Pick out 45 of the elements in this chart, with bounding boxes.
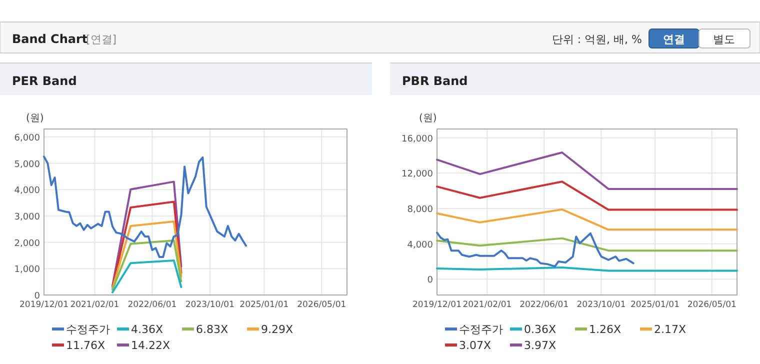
text: Band Chart — [12, 32, 88, 46]
x-tick-label: 2022/06/01 — [520, 300, 569, 310]
y-tick-label: 16,000 — [402, 134, 434, 144]
text: 단위 : 억원, 배, % — [552, 33, 642, 46]
text: 별도 — [713, 33, 735, 46]
legend-label: 9.29X — [261, 323, 294, 336]
y-tick-label: 12,000 — [402, 170, 434, 180]
legend-label: 3.97X — [524, 339, 556, 352]
x-tick-label: 2023/10/01 — [185, 300, 234, 310]
legend-label: 14.22X — [131, 339, 170, 352]
y-tick-label: 1,000 — [14, 265, 40, 276]
x-tick-label: 2025/01/01 — [240, 300, 289, 310]
text: 연결 — [663, 33, 685, 46]
x-tick-label: 2025/01/01 — [630, 300, 680, 310]
y-axis-title: (원) — [26, 113, 44, 124]
x-tick-label: 2021/02/01 — [70, 300, 120, 310]
legend-label: 2.17X — [654, 323, 686, 336]
y-tick-label: 6,000 — [14, 133, 40, 144]
x-tick-label: 2026/05/01 — [687, 300, 736, 310]
legend-label: 0.36X — [524, 323, 556, 336]
y-tick-label: 4,000 — [14, 186, 40, 196]
x-tick-label: 2023/10/01 — [576, 300, 626, 310]
y-tick-label: 2,000 — [14, 238, 40, 249]
x-tick-label: 2019/12/01 — [20, 300, 68, 310]
y-tick-label: 0 — [34, 292, 40, 302]
x-tick-label: 2019/12/01 — [412, 300, 462, 310]
legend-label: 수정주가 — [66, 323, 110, 336]
x-tick-label: 2022/06/01 — [128, 300, 177, 310]
y-tick-label: 0 — [427, 276, 434, 286]
chart-title: PER Band — [12, 74, 77, 88]
y-tick-label: 3,000 — [14, 212, 40, 222]
legend-label: 수정주가 — [459, 323, 503, 336]
y-tick-label: 8,000 — [407, 204, 434, 215]
text: [연결] — [86, 33, 117, 46]
legend-label: 11.76X — [66, 339, 106, 352]
legend-label: 1.26X — [589, 323, 622, 336]
x-tick-label: 2026/05/01 — [297, 300, 346, 310]
legend-label: 6.83X — [196, 323, 228, 336]
y-tick-label: 4,000 — [407, 240, 434, 250]
chart-title: PBR Band — [402, 74, 468, 88]
x-tick-label: 2021/02/01 — [462, 300, 512, 310]
y-axis-title: (원) — [419, 113, 437, 124]
y-tick-label: 5,000 — [14, 160, 40, 170]
legend-label: 3.07X — [459, 339, 492, 352]
legend-label: 4.36X — [131, 323, 164, 336]
